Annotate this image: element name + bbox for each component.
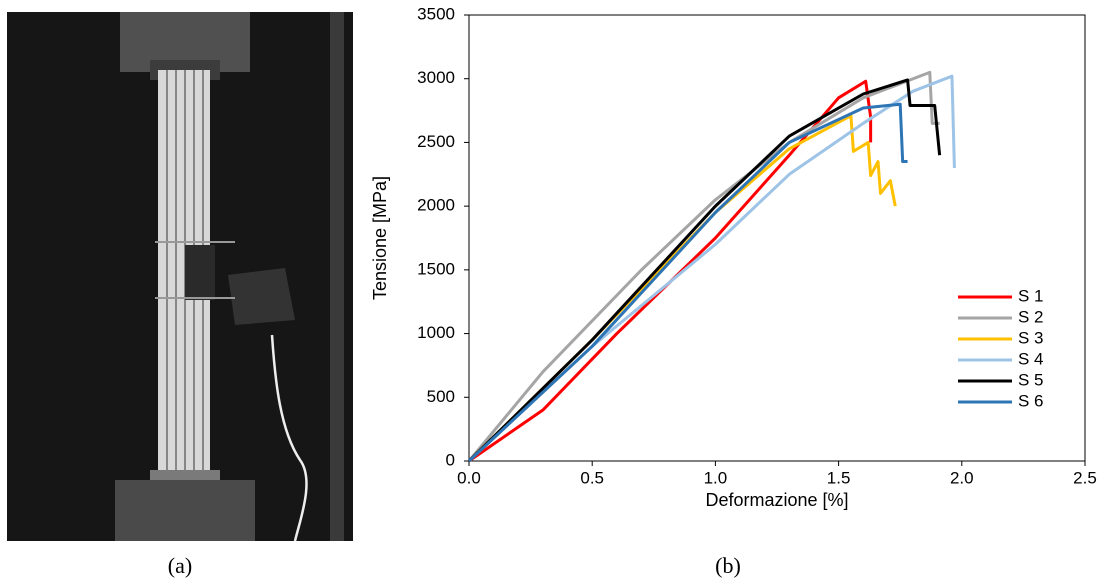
legend-label: S 5 bbox=[1018, 370, 1044, 389]
legend-label: S 4 bbox=[1018, 349, 1044, 368]
legend-label: S 2 bbox=[1018, 307, 1044, 326]
x-tick-label: 1.5 bbox=[827, 468, 851, 487]
x-tick-label: 0.0 bbox=[457, 468, 481, 487]
series-line bbox=[468, 79, 873, 463]
series-line bbox=[467, 78, 942, 463]
legend-label: S 3 bbox=[1018, 328, 1044, 347]
y-tick-label: 3000 bbox=[417, 68, 455, 87]
x-tick-label: 1.0 bbox=[704, 468, 728, 487]
x-tick-label: 2.0 bbox=[950, 468, 974, 487]
legend-label: S 6 bbox=[1018, 391, 1044, 410]
y-tick-label: 1500 bbox=[417, 259, 455, 278]
series-line bbox=[467, 70, 940, 462]
caption: (b) bbox=[715, 553, 741, 578]
series-line bbox=[467, 114, 897, 463]
y-tick-label: 2000 bbox=[417, 196, 455, 215]
x-tick-label: 0.5 bbox=[580, 468, 604, 487]
y-tick-label: 500 bbox=[427, 387, 455, 406]
y-tick-label: 1000 bbox=[417, 323, 455, 342]
x-axis-title: Deformazione [%] bbox=[705, 490, 848, 510]
y-axis-title: Tensione [MPa] bbox=[370, 176, 390, 300]
photo bbox=[7, 12, 353, 542]
y-tick-label: 3500 bbox=[417, 4, 455, 23]
caption: (a) bbox=[168, 553, 192, 578]
plot-frame bbox=[468, 14, 1086, 462]
series-line bbox=[467, 74, 956, 463]
y-tick-label: 2500 bbox=[417, 132, 455, 151]
series-line bbox=[467, 102, 908, 463]
legend-label: S 1 bbox=[1018, 286, 1044, 305]
x-tick-label: 2.5 bbox=[1073, 468, 1097, 487]
y-tick-label: 0 bbox=[446, 450, 455, 469]
